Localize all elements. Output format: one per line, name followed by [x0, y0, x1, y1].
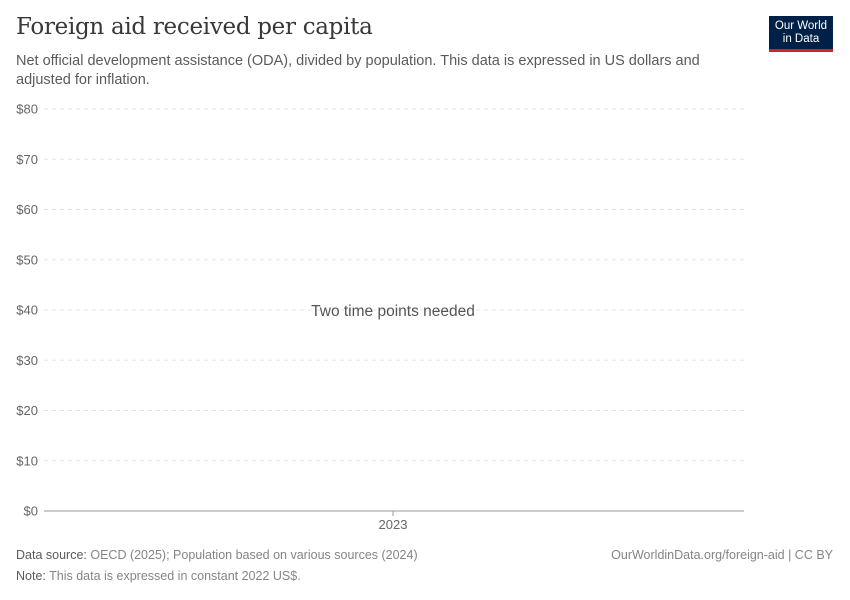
note-label: Note:	[16, 569, 46, 583]
y-tick-label: $70	[16, 152, 38, 167]
owid-logo[interactable]: Our World in Data	[769, 16, 833, 52]
y-tick-label: $60	[16, 202, 38, 217]
no-data-message: Two time points needed	[311, 303, 475, 320]
y-tick-label: $50	[16, 252, 38, 267]
y-tick-label: $10	[16, 453, 38, 468]
y-tick-label: $80	[16, 102, 38, 117]
data-source: Data source: OECD (2025); Population bas…	[16, 548, 418, 562]
x-tick-label: 2023	[379, 517, 408, 532]
source-url[interactable]: OurWorldinData.org/foreign-aid | CC BY	[611, 548, 833, 562]
y-tick-label: $0	[24, 504, 38, 519]
chart-title: Foreign aid received per capita	[16, 14, 373, 40]
source-text[interactable]: OECD (2025); Population based on various…	[90, 548, 418, 562]
y-tick-label: $40	[16, 303, 38, 318]
note-text: This data is expressed in constant 2022 …	[49, 569, 301, 583]
source-label: Data source:	[16, 548, 87, 562]
y-tick-label: $20	[16, 403, 38, 418]
note: Note: This data is expressed in constant…	[16, 569, 301, 583]
y-tick-label: $30	[16, 353, 38, 368]
chart-subtitle: Net official development assistance (ODA…	[16, 53, 700, 88]
